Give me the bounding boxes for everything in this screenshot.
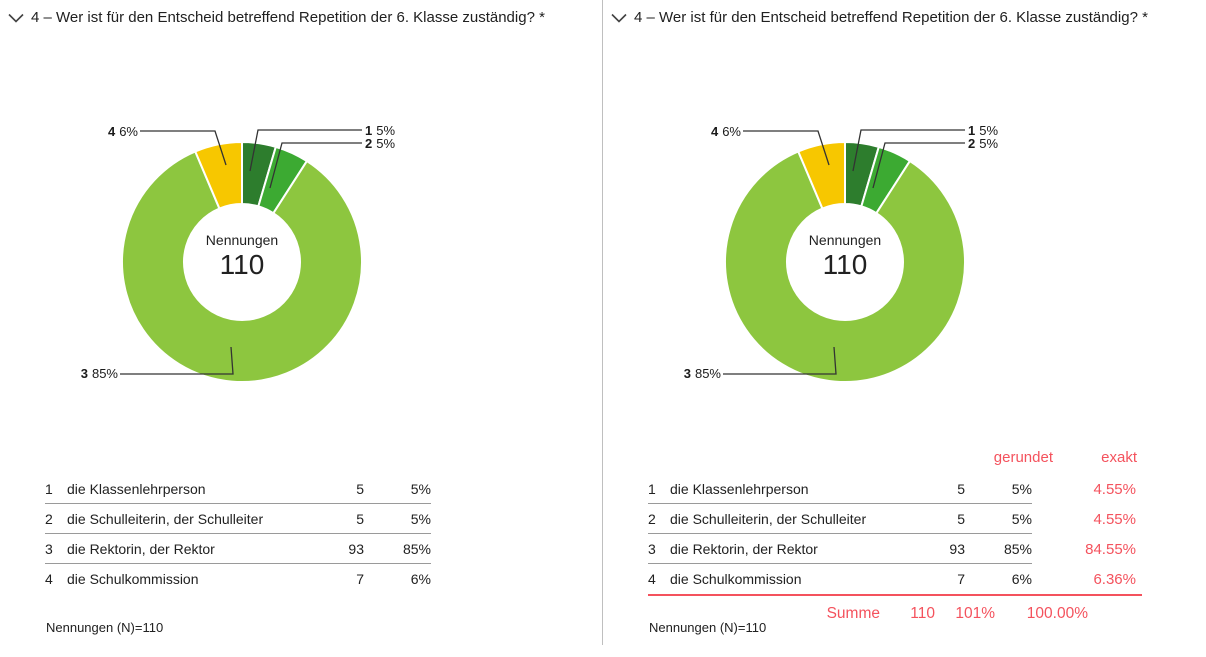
row-label: die Rektorin, der Rektor — [67, 541, 215, 557]
callout-number: 3 — [80, 366, 88, 381]
row-number: 1 — [45, 481, 53, 497]
row-number: 4 — [45, 571, 53, 587]
donut-callout-3: 3 85% — [58, 366, 118, 381]
panel-divider — [602, 0, 603, 645]
row-label: die Schulleiterin, der Schulleiter — [670, 511, 867, 527]
row-count: 7 — [957, 571, 965, 587]
question-panel-right: 4 – Wer ist für den Entscheid betreffend… — [603, 0, 1206, 657]
row-count: 93 — [949, 541, 965, 557]
row-count: 5 — [957, 481, 965, 497]
row-percent: 5% — [1011, 481, 1032, 497]
chevron-down-icon[interactable] — [611, 13, 627, 23]
chevron-down-icon[interactable] — [8, 13, 24, 23]
row-label: die Klassenlehrperson — [670, 481, 809, 497]
summe-percent: 101% — [955, 605, 995, 622]
callout-percent: 6% — [119, 124, 138, 139]
table-row: 2 die Schulleiterin, der Schulleiter 5 5… — [45, 504, 431, 534]
table-row: 2 die Schulleiterin, der Schulleiter 5 5… — [648, 504, 1136, 534]
row-percent-exact: 4.55% — [1093, 510, 1136, 528]
row-percent-exact: 6.36% — [1093, 570, 1136, 588]
column-header-exakt: exakt — [1101, 449, 1137, 466]
callout-number: 2 — [365, 136, 373, 151]
donut-center-value: 110 — [219, 249, 265, 280]
donut-callout-3: 3 85% — [661, 366, 721, 381]
row-label: die Schulkommission — [67, 571, 199, 587]
donut-callout-4: 4 6% — [78, 124, 138, 139]
row-number: 3 — [45, 541, 53, 557]
summe-percent-exact: 100.00% — [1026, 605, 1088, 622]
table-row: 1 die Klassenlehrperson 5 5% — [45, 474, 431, 504]
row-label: die Klassenlehrperson — [67, 481, 206, 497]
donut-callout-1: 1 5% — [968, 123, 998, 138]
table-row: 4 die Schulkommission 7 6% 6.36% — [648, 564, 1136, 594]
row-percent: 5% — [1011, 511, 1032, 527]
donut-callout-4: 4 6% — [681, 124, 741, 139]
column-header-gerundet: gerundet — [993, 449, 1053, 466]
callout-percent: 5% — [376, 123, 396, 138]
row-percent: 85% — [402, 541, 431, 557]
callout-number: 4 — [107, 124, 116, 139]
callout-number: 1 — [365, 123, 373, 138]
callout-percent: 5% — [376, 136, 396, 151]
callout-percent: 85% — [694, 366, 721, 381]
row-percent-exact: 84.55% — [1085, 540, 1136, 558]
donut-callout-1: 1 5% — [365, 123, 395, 138]
row-count: 5 — [957, 511, 965, 527]
table-row: 3 die Rektorin, der Rektor 93 85% 84.55% — [648, 534, 1136, 564]
row-count: 7 — [356, 571, 364, 587]
sample-size-note: Nennungen (N)=110 — [46, 620, 164, 635]
row-label: die Schulkommission — [670, 571, 802, 587]
row-percent: 6% — [1011, 571, 1032, 587]
row-number: 3 — [648, 541, 656, 557]
callout-number: 4 — [710, 124, 719, 139]
question-title: 4 – Wer ist für den Entscheid betreffend… — [31, 9, 545, 26]
summe-divider-line — [648, 594, 1142, 596]
row-percent: 5% — [410, 511, 431, 527]
callout-number: 1 — [968, 123, 976, 138]
summe-label: Summe — [826, 605, 880, 622]
table-row: 3 die Rektorin, der Rektor 93 85% — [45, 534, 431, 564]
row-number: 2 — [45, 511, 53, 527]
row-number: 1 — [648, 481, 656, 497]
question-title: 4 – Wer ist für den Entscheid betreffend… — [634, 9, 1148, 26]
row-number: 2 — [648, 511, 656, 527]
table-row: 4 die Schulkommission 7 6% — [45, 564, 431, 594]
callout-number: 2 — [968, 136, 976, 151]
row-count: 93 — [348, 541, 364, 557]
donut-callout-2: 2 5% — [968, 136, 998, 151]
question-header: 4 – Wer ist für den Entscheid betreffend… — [611, 9, 1148, 26]
callout-number: 3 — [683, 366, 691, 381]
row-percent: 85% — [1003, 541, 1032, 557]
callout-percent: 5% — [979, 123, 999, 138]
row-percent: 5% — [410, 481, 431, 497]
donut-center-label: Nennungen — [808, 232, 882, 248]
donut-center-value: 110 — [822, 249, 868, 280]
row-count: 5 — [356, 511, 364, 527]
callout-percent: 85% — [91, 366, 118, 381]
sample-size-note: Nennungen (N)=110 — [649, 620, 767, 635]
table-row: 1 die Klassenlehrperson 5 5% 4.55% — [648, 474, 1136, 504]
row-number: 4 — [648, 571, 656, 587]
row-count: 5 — [356, 481, 364, 497]
row-label: die Schulleiterin, der Schulleiter — [67, 511, 264, 527]
donut-center-label: Nennungen — [205, 232, 279, 248]
callout-percent: 6% — [722, 124, 741, 139]
summe-count: 110 — [910, 605, 935, 622]
question-panel-left: 4 – Wer ist für den Entscheid betreffend… — [8, 9, 545, 635]
question-header: 4 – Wer ist für den Entscheid betreffend… — [8, 9, 545, 26]
row-percent-exact: 4.55% — [1093, 480, 1136, 498]
row-label: die Rektorin, der Rektor — [670, 541, 818, 557]
donut-callout-2: 2 5% — [365, 136, 395, 151]
callout-percent: 5% — [979, 136, 999, 151]
row-percent: 6% — [410, 571, 431, 587]
